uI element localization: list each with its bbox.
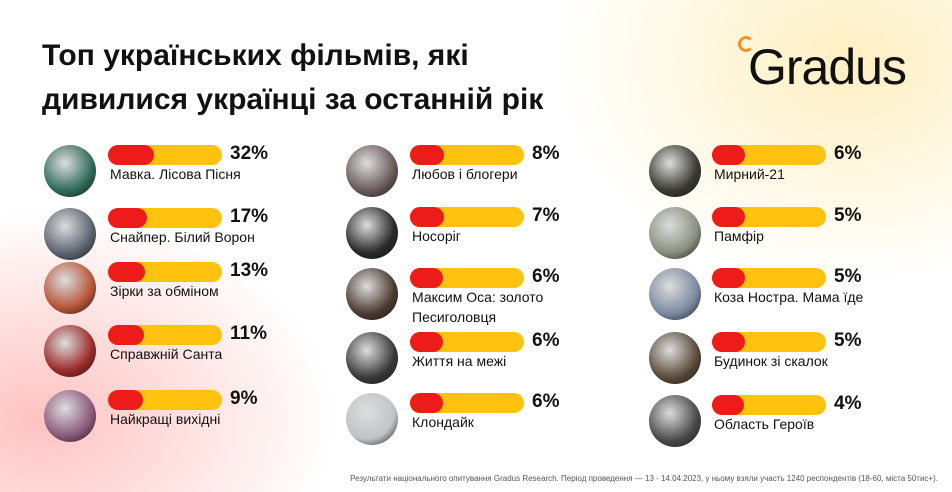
value-label: 6% (532, 391, 560, 412)
value-label: 4% (834, 393, 862, 414)
value-label: 5% (834, 205, 862, 226)
category-label: Памфір (714, 228, 764, 244)
thumbnail (44, 208, 96, 260)
bar (108, 208, 147, 228)
category-label: Носоріг (412, 228, 461, 244)
category-label: Життя на межі (412, 353, 507, 369)
bar (410, 332, 443, 352)
category-label: Зірки за обміном (110, 283, 219, 299)
logo: Gradus (748, 39, 907, 95)
value-label: 11% (230, 323, 267, 344)
value-label: 8% (532, 143, 560, 164)
value-label: 6% (532, 330, 560, 351)
thumbnail (649, 145, 701, 197)
bar (108, 262, 145, 282)
thumbnail (649, 207, 701, 259)
value-label: 5% (834, 330, 862, 351)
thumbnail (346, 332, 398, 384)
bar (712, 395, 744, 415)
category-label: Мавка. Лісова Пісня (110, 166, 241, 182)
thumbnail (649, 395, 701, 447)
thumbnail (44, 325, 96, 377)
bar (712, 268, 745, 288)
value-label: 17% (230, 206, 269, 227)
value-label: 13% (230, 260, 269, 281)
thumbnail (649, 268, 701, 320)
category-label: Найкращі вихідні (110, 411, 221, 427)
thumbnail (44, 145, 96, 197)
bar (108, 390, 143, 410)
value-label: 32% (230, 143, 269, 164)
value-label: 6% (834, 143, 862, 164)
category-label: Мирний-21 (714, 166, 785, 182)
thumbnail (44, 262, 96, 314)
chart-title: Топ українських фільмів, які дивилися ук… (42, 39, 544, 116)
category-label: Любов і блогери (412, 166, 518, 182)
bar (712, 145, 745, 165)
bar (108, 145, 154, 165)
thumbnail (346, 268, 398, 320)
bar (108, 325, 144, 345)
thumbnail (346, 393, 398, 445)
bar (410, 393, 443, 413)
thumbnail (346, 145, 398, 197)
bar (410, 207, 444, 227)
category-label: Снайпер. Білий Ворон (110, 229, 255, 245)
value-label: 9% (230, 388, 258, 409)
value-label: 7% (532, 205, 560, 226)
category-label: Коза Ностра. Мама їде (714, 289, 864, 305)
value-label: 5% (834, 266, 862, 287)
thumbnail (649, 332, 701, 384)
bar (410, 145, 444, 165)
category-label: Максим Оса: золото Песиголовця (412, 289, 544, 325)
footnote: Результати національного опитування Grad… (350, 474, 938, 483)
bar (712, 207, 745, 227)
value-label: 6% (532, 266, 560, 287)
category-label: Справжній Санта (110, 346, 223, 362)
logo-mark (738, 36, 754, 52)
bar (712, 332, 745, 352)
bar (410, 268, 443, 288)
category-label: Клондайк (412, 414, 474, 430)
category-label: Будинок зі скалок (714, 353, 828, 369)
thumbnail (44, 390, 96, 442)
thumbnail (346, 207, 398, 259)
category-label: Область Героїв (714, 416, 815, 432)
